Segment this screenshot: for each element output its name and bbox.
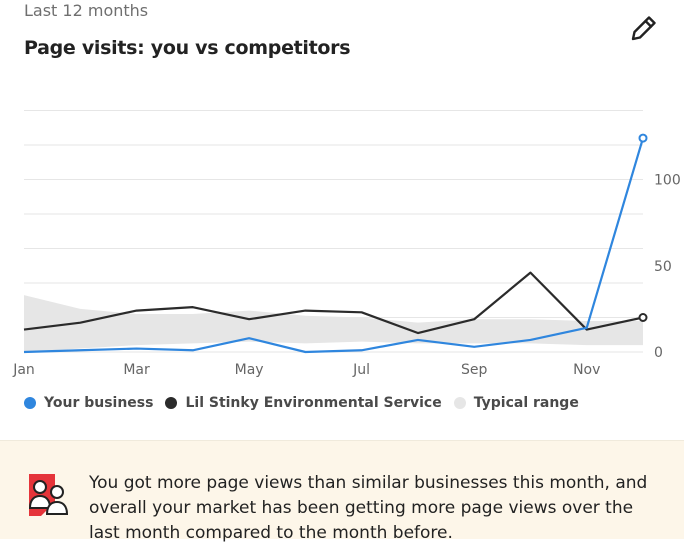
x-tick-label: Mar [123, 362, 150, 378]
legend-item-typical-range[interactable]: Typical range [454, 395, 579, 411]
legend-dot-your-business [24, 397, 36, 409]
legend-item-competitor[interactable]: Lil Stinky Environmental Service [165, 395, 441, 411]
edit-button[interactable] [626, 12, 660, 46]
x-axis-ticks: Jan Mar May Jul Sep Nov [12, 362, 600, 378]
legend-label: Your business [44, 395, 153, 411]
legend-item-your-business[interactable]: Your business [24, 395, 153, 411]
x-tick-label: Jul [352, 362, 370, 378]
y-tick-label: 50 [654, 259, 672, 275]
legend-label: Typical range [474, 395, 579, 411]
legend-dot-competitor [165, 397, 177, 409]
x-tick-label: Sep [461, 362, 488, 378]
x-tick-label: Nov [573, 362, 600, 378]
period-label: Last 12 months [24, 1, 148, 20]
pencil-icon [626, 12, 660, 46]
people-compare-icon [25, 472, 73, 520]
y-tick-label: 0 [654, 345, 663, 361]
insight-text: You got more page views than similar bus… [89, 471, 659, 546]
y-axis-ticks: 0 50 100 [654, 173, 681, 362]
chart-legend: Your business Lil Stinky Environmental S… [24, 395, 591, 411]
x-tick-label: May [235, 362, 264, 378]
data-point-competitor [640, 314, 647, 321]
typical-range-band [24, 295, 643, 352]
insight-panel: You got more page views than similar bus… [0, 440, 684, 539]
legend-dot-typical-range [454, 397, 466, 409]
chart-title: Page visits: you vs competitors [24, 37, 350, 59]
legend-label: Lil Stinky Environmental Service [185, 395, 441, 411]
data-point-your-business [640, 135, 647, 142]
page-visits-chart: Jan Mar May Jul Sep Nov 0 50 100 [0, 90, 684, 385]
y-tick-label: 100 [654, 173, 681, 189]
x-tick-label: Jan [12, 362, 35, 378]
